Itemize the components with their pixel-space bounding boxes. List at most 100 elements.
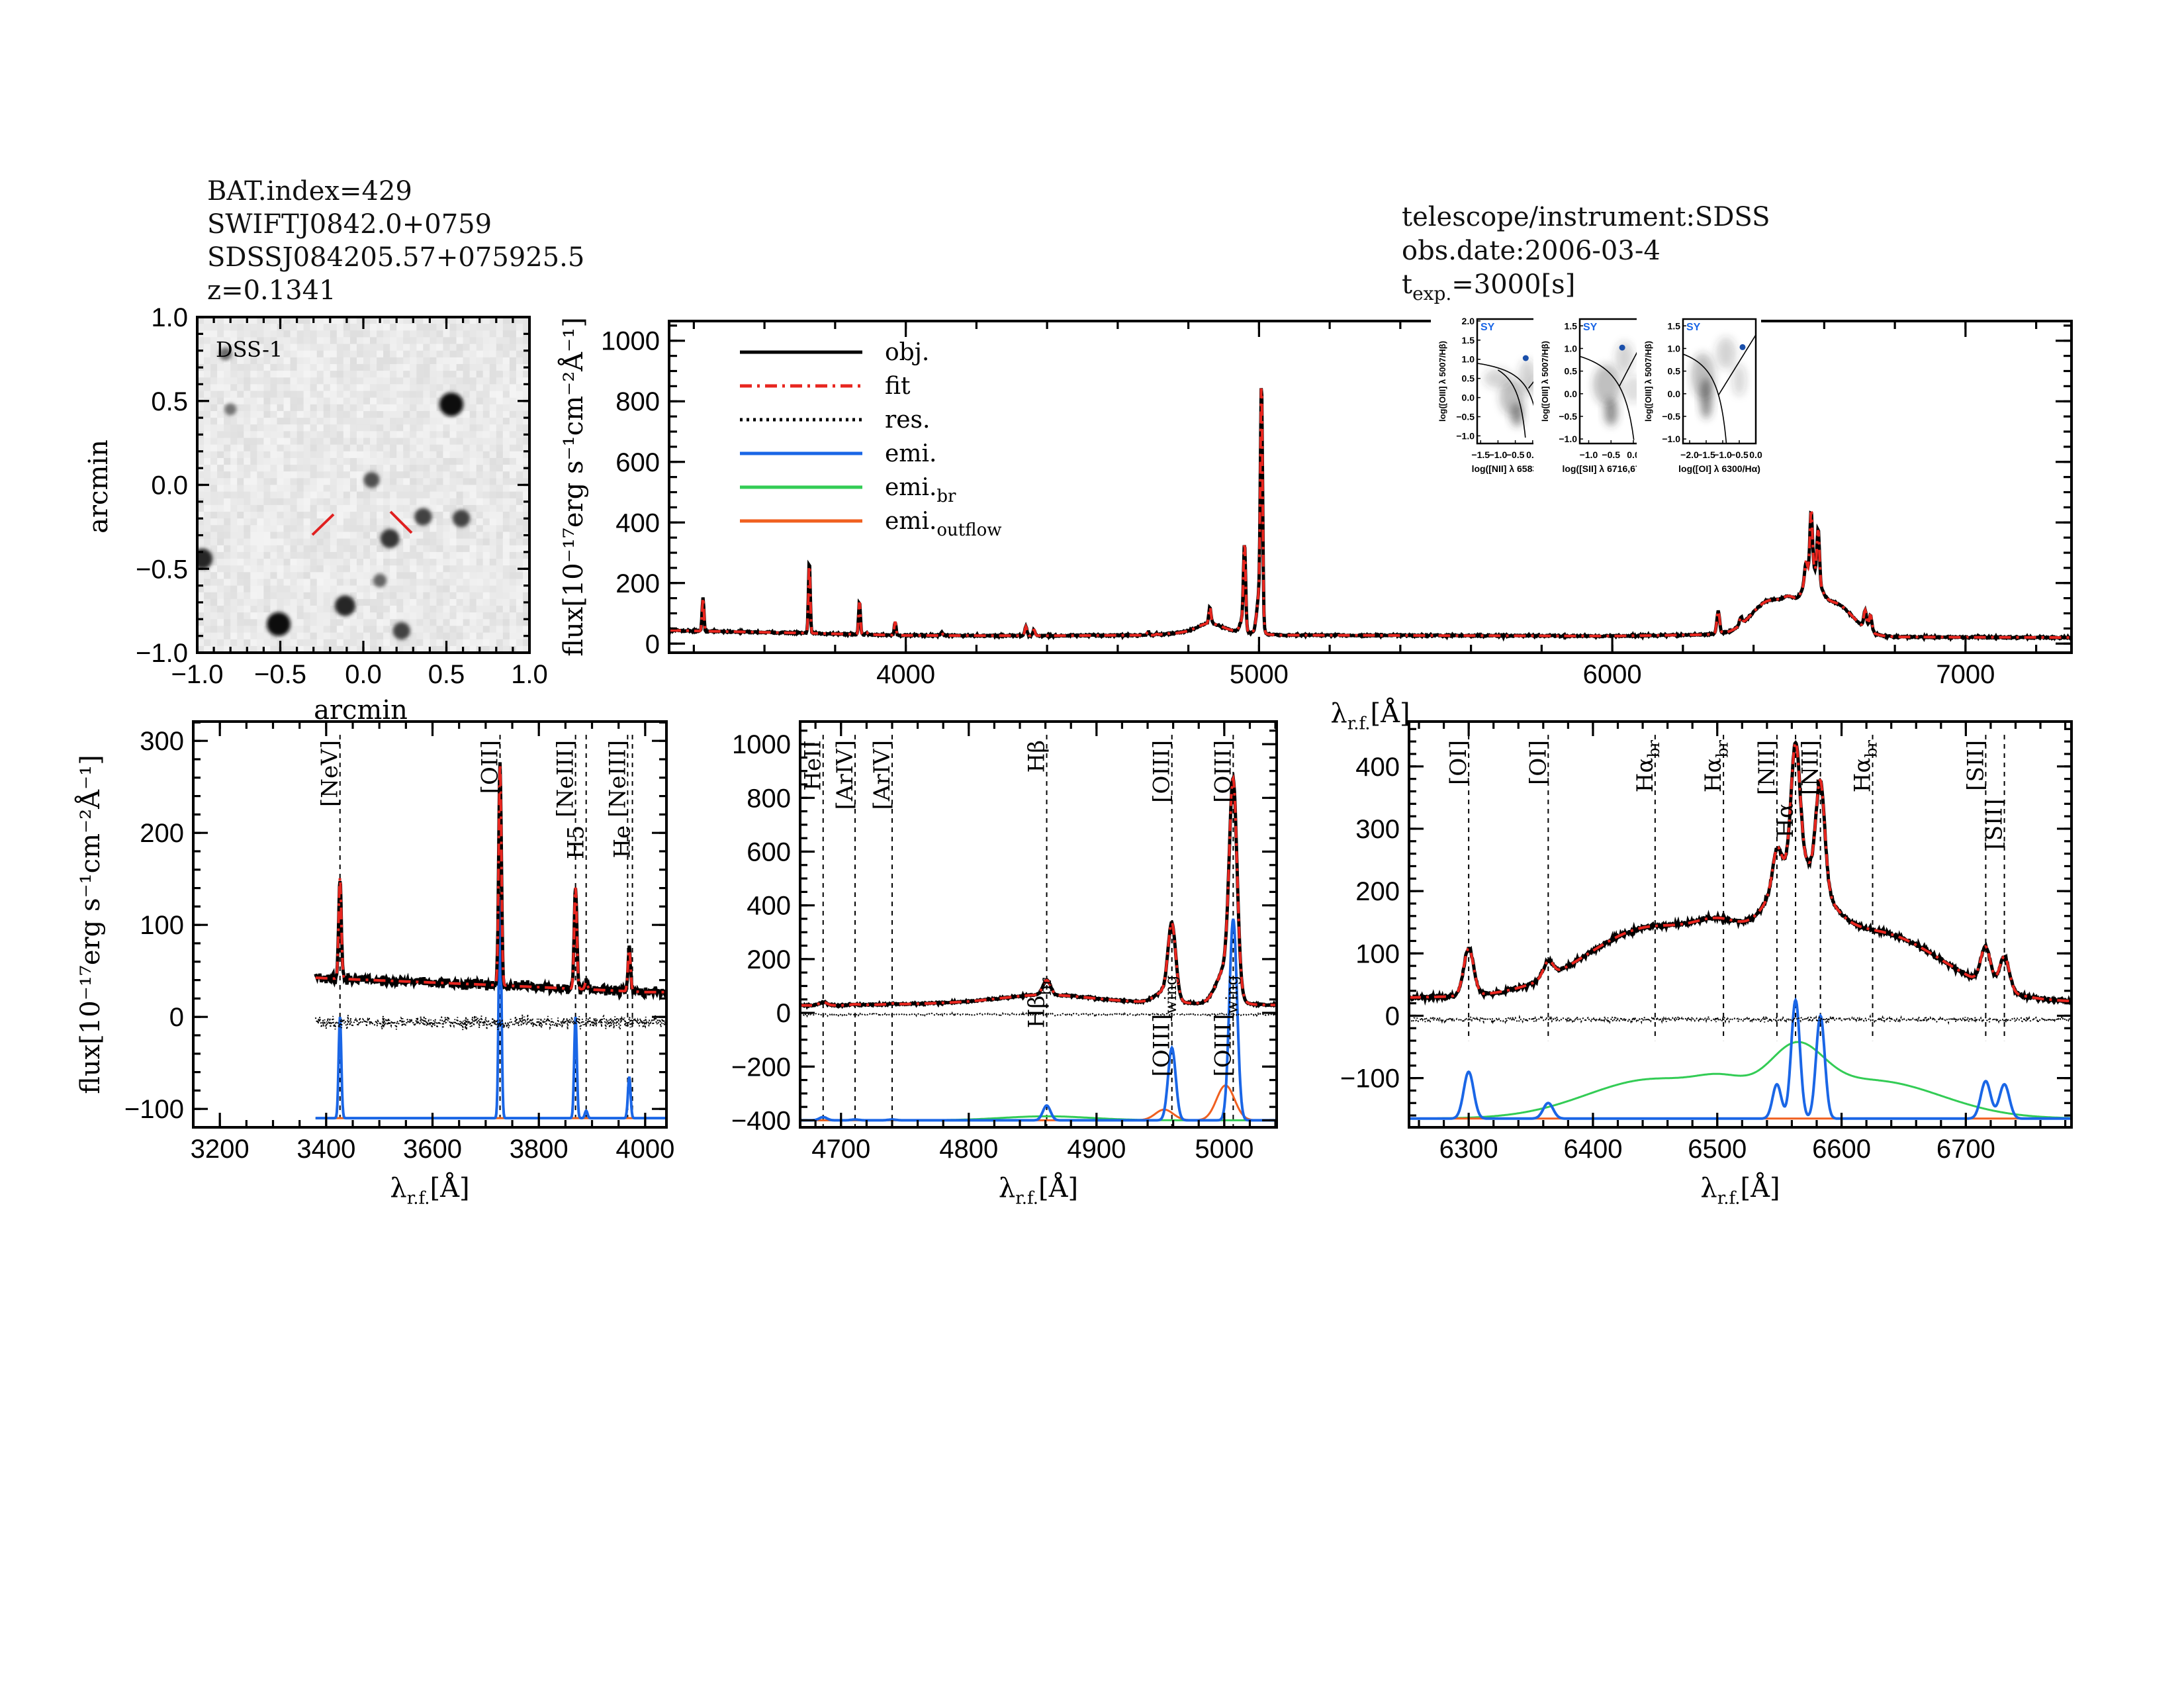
- line-marker-label: He: [610, 825, 636, 859]
- broad-component-curve: [1409, 1041, 2071, 1120]
- x-axis-label: λr.f.[Å]: [1700, 1172, 1780, 1208]
- marker-label-main: [OIII]: [1149, 740, 1175, 803]
- density-contour: [1593, 364, 1620, 405]
- demarcation-line: [1718, 335, 1756, 395]
- swift-name: SWIFTJ0842.0+0759: [207, 209, 492, 240]
- line-marker-label: [OI]: [1445, 740, 1472, 785]
- star: [452, 510, 471, 528]
- y-axis-label: flux[10⁻¹⁷erg s⁻¹cm⁻²Å⁻¹]: [75, 755, 106, 1094]
- marker-label-main: HeII: [800, 740, 827, 791]
- y-tick-label: 1000: [601, 327, 660, 356]
- y-tick-label: −100: [1340, 1064, 1400, 1094]
- marker-label-main: H5: [563, 825, 590, 859]
- line-marker-label: [NeIII]: [604, 740, 631, 818]
- marker-label-main: Hα: [1700, 758, 1727, 793]
- header-left: BAT.index=429 SWIFTJ0842.0+0759 SDSSJ084…: [207, 176, 584, 306]
- narrow-emission-curve: [315, 897, 666, 1120]
- header-right: telescope/instrument:SDSS obs.date:2006-…: [1402, 202, 1770, 305]
- star: [219, 348, 232, 361]
- legend-label: res.: [885, 406, 930, 434]
- legend-label-main: res.: [885, 406, 930, 434]
- y-axis-label: log([OIII] λ 5007/Hβ): [1437, 341, 1447, 422]
- line-marker-label: HeII: [800, 740, 827, 791]
- source-point: [1522, 355, 1529, 361]
- y-tick-label: 100: [140, 911, 184, 940]
- line-marker-label: H5: [563, 825, 590, 859]
- legend-label-main: emi.: [885, 508, 936, 535]
- panel-full: 4000 5000 6000 7000 0 200 400 600 800 1000 λr.f.[Å…: [558, 317, 2073, 733]
- legend-label: obj.: [885, 339, 929, 366]
- y-tick-label: 400: [615, 508, 660, 538]
- marker-label-main: [SII]: [1981, 799, 2008, 850]
- y-tick-label: 1.0: [1668, 343, 1681, 353]
- y-tick-label: 0.0: [1462, 393, 1475, 403]
- target-marker-left: [311, 513, 335, 536]
- marker-label-main: [OII]: [477, 740, 504, 794]
- observed-spectrum-curve: [669, 388, 2071, 642]
- y-tick-label: 1.0: [151, 303, 188, 332]
- line-marker-label: [SII]: [1981, 799, 2008, 850]
- star: [380, 529, 400, 549]
- line-marker-label: Hβ: [1024, 740, 1050, 773]
- y-tick-label: 0.5: [1462, 373, 1475, 384]
- star: [439, 392, 464, 416]
- x-tick-label: 3400: [296, 1135, 355, 1164]
- tick-marks: [196, 316, 531, 654]
- legend-label-main: emi.: [885, 474, 936, 501]
- bat-index: BAT.index=429: [207, 176, 412, 207]
- star: [373, 573, 387, 588]
- y-tick-label: 0: [1385, 1002, 1400, 1031]
- line-marker-label: Hαbr: [1850, 739, 1881, 792]
- target-marker-right: [389, 510, 413, 534]
- x-tick-label: 6300: [1439, 1135, 1498, 1164]
- y-tick-label: 600: [615, 448, 660, 477]
- star: [197, 548, 213, 569]
- y-tick-label: 0.0: [151, 471, 188, 500]
- demarcation-line: [1477, 363, 1541, 442]
- residual-curve: [800, 1011, 1277, 1018]
- y-tick-label: 600: [747, 837, 791, 867]
- x-tick-label: −1.0: [1713, 449, 1732, 460]
- plot-frame: [799, 720, 1278, 1129]
- legend-label-sub: outflow: [936, 520, 1001, 540]
- line-marker-label: [OIII]wing: [1210, 975, 1241, 1076]
- marker-label-sub: br: [1645, 739, 1663, 757]
- observed-spectrum-curve: [314, 762, 666, 1002]
- y-tick-label: 800: [615, 387, 660, 416]
- marker-label-main: [OIII]: [1210, 1014, 1236, 1077]
- y-tick-label: 0: [169, 1003, 184, 1032]
- tick-marks: [800, 722, 1277, 1127]
- obs-date: obs.date:2006-03-4: [1402, 236, 1661, 266]
- y-tick-label: 0: [776, 999, 791, 1028]
- marker-label-sub: wing: [1161, 975, 1180, 1014]
- source-point: [1739, 344, 1746, 350]
- x-axis-label: λr.f.[Å]: [390, 1172, 469, 1208]
- plot-area: [800, 735, 1277, 1127]
- fit-curve: [800, 774, 1277, 1007]
- legend-entry-emi: emi.: [740, 440, 936, 467]
- fit-curve: [1409, 739, 2071, 1003]
- marker-label-main: [OI]: [1445, 740, 1472, 785]
- x-tick-label: −0.5: [1602, 449, 1620, 460]
- line-marker-label: [OIII]: [1149, 740, 1175, 803]
- legend-entry-br: emi.br: [740, 474, 956, 506]
- plot-frame: [668, 320, 2073, 654]
- demarcation-line: [1498, 369, 1526, 438]
- y-tick-label: −200: [731, 1053, 791, 1082]
- bpt-diagram-bpt_sii: −1.0−0.50.00.4−1.0−0.50.00.51.01.5log([S…: [1533, 315, 1669, 479]
- x-tick-label: 4000: [876, 660, 935, 689]
- x-tick-label: 6400: [1563, 1135, 1622, 1164]
- y-tick-label: 200: [140, 819, 184, 848]
- label-main: λ: [1330, 698, 1347, 729]
- x-tick-label: 6700: [1936, 1135, 1995, 1164]
- y-tick-label: 200: [747, 945, 791, 974]
- y-tick-label: −0.5: [1559, 411, 1577, 422]
- marker-label-main: [NII]: [1797, 740, 1824, 795]
- density-contour: [1733, 364, 1746, 397]
- line-marker-label: [SII]: [1962, 740, 1989, 791]
- y-tick-label: 400: [1355, 753, 1400, 782]
- density-contour: [1716, 337, 1736, 369]
- x-tick-label: −1.5: [1697, 449, 1715, 460]
